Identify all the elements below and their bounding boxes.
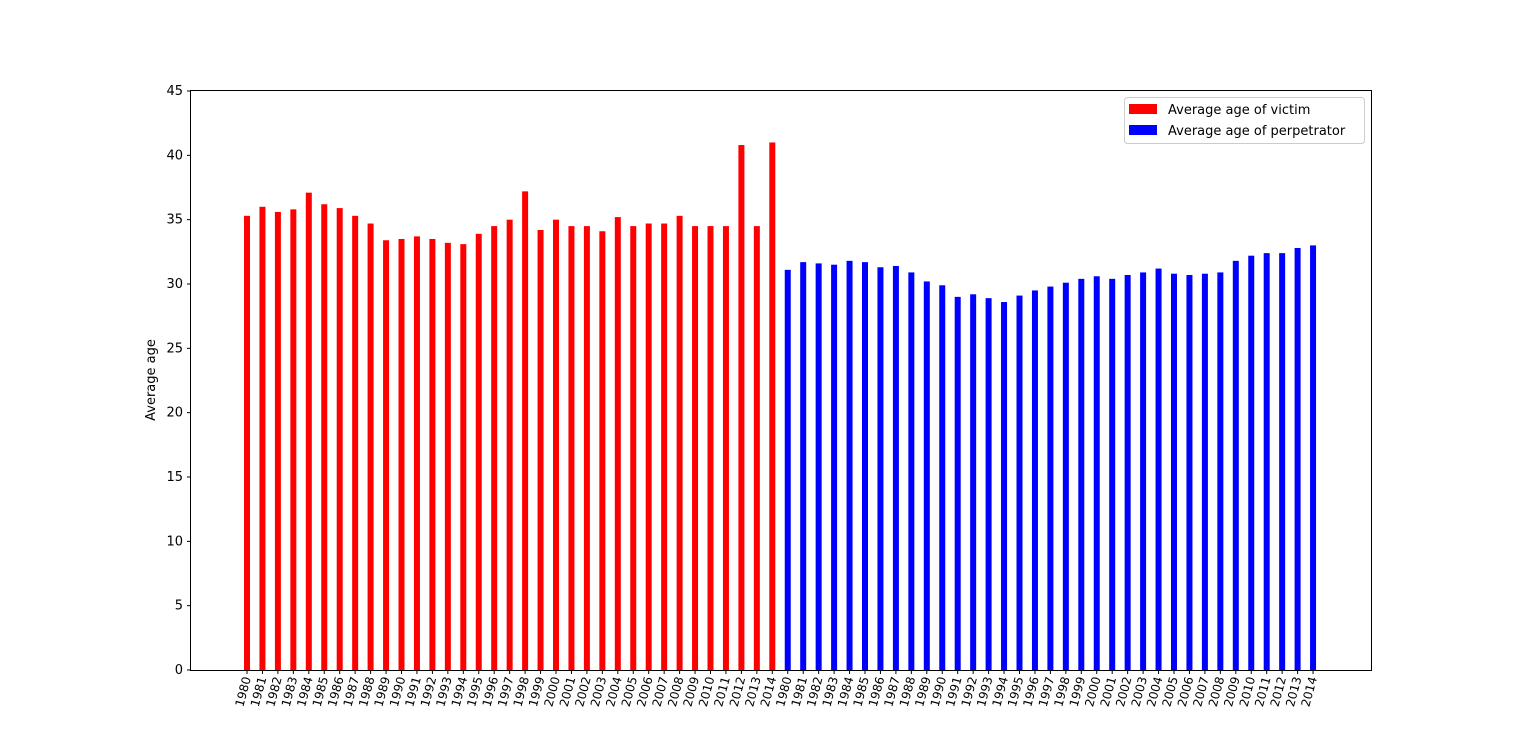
plot-frame <box>190 90 1372 671</box>
x-axis: 1980198119821983198419851986198719881989… <box>232 670 1320 708</box>
y-tick-label: 45 <box>166 84 183 99</box>
legend-swatch <box>1129 125 1157 135</box>
legend-label: Average age of perpetrator <box>1168 124 1346 139</box>
perpetrator-bar-2008 <box>1217 272 1224 670</box>
victim-bar-2008 <box>676 215 683 670</box>
perpetrator-bar-1998 <box>1062 282 1069 670</box>
perpetrator-bar-2004 <box>1155 268 1162 670</box>
perpetrator-bar-2011 <box>1263 253 1270 670</box>
victim-bar-1990 <box>398 238 405 670</box>
perpetrator-bar-1985 <box>862 262 868 670</box>
legend-swatch <box>1129 104 1157 114</box>
victim-bar-1982 <box>274 211 281 670</box>
perpetrator-bar-1993 <box>985 298 992 670</box>
victim-bar-2001 <box>568 226 575 670</box>
perpetrator-bar-1986 <box>877 267 884 670</box>
perpetrator-bar-1982 <box>815 263 822 670</box>
victim-bar-1980 <box>244 215 250 670</box>
victim-bar-1981 <box>259 206 266 671</box>
y-tick-label: 10 <box>166 534 183 549</box>
perpetrator-bar-1989 <box>923 281 930 670</box>
perpetrator-bar-1999 <box>1078 278 1085 670</box>
legend-box <box>1124 97 1365 144</box>
perpetrator-bar-1987 <box>892 265 899 670</box>
perpetrator-bar-1995 <box>1016 295 1023 670</box>
y-tick-label: 40 <box>166 148 183 163</box>
victim-bar-2000 <box>553 219 559 671</box>
perpetrator-bar-1984 <box>846 260 853 670</box>
y-axis: 0 5 10 15 20 25 30 35 40 45 <box>166 84 191 678</box>
victim-bar-2002 <box>583 226 590 670</box>
victim-bar-1998 <box>522 191 529 671</box>
victim-bar-1987 <box>352 215 359 670</box>
perpetrator-bar-2013 <box>1294 247 1301 670</box>
perpetrator-bar-2005 <box>1171 273 1177 670</box>
perpetrator-bar-1988 <box>908 272 915 670</box>
victim-bar-1991 <box>413 236 420 670</box>
victim-bar-1986 <box>336 208 343 670</box>
victim-bar-2004 <box>614 217 621 670</box>
perpetrator-bar-2014 <box>1310 245 1317 670</box>
victim-bar-1996 <box>491 226 498 670</box>
victim-bar-2013 <box>753 226 760 670</box>
victim-bar-1988 <box>367 223 374 670</box>
perpetrator-bar-1981 <box>800 262 807 670</box>
y-tick-label: 0 <box>175 663 183 678</box>
victim-bar-1992 <box>429 238 436 670</box>
y-axis-label: Average age <box>144 339 159 421</box>
victim-bar-2010 <box>707 226 714 670</box>
y-tick-label: 20 <box>166 406 183 421</box>
y-tick-label: 35 <box>166 213 183 228</box>
victim-bar-2011 <box>722 226 729 670</box>
legend: Average age of victim Average age of perp… <box>1124 97 1365 144</box>
perpetrator-bar-1992 <box>970 294 977 670</box>
victim-bar-1997 <box>506 219 513 671</box>
victim-bar-1995 <box>475 233 482 670</box>
perpetrator-bar-2009 <box>1232 260 1239 670</box>
perpetrator-bar-2006 <box>1186 274 1193 670</box>
y-tick-label: 25 <box>166 341 183 356</box>
y-tick-label: 15 <box>166 470 183 485</box>
perpetrator-bar-2007 <box>1201 273 1208 670</box>
victim-bar-2003 <box>599 231 606 670</box>
victim-bar-1983 <box>290 209 297 670</box>
victim-bar-2006 <box>645 223 652 670</box>
perpetrator-bar-2002 <box>1124 274 1131 670</box>
victim-bar-2009 <box>692 226 699 670</box>
y-tick-label: 30 <box>166 277 183 292</box>
perpetrator-bar-1991 <box>954 296 961 670</box>
perpetrator-bar-2000 <box>1093 276 1100 670</box>
perpetrator-bar-2010 <box>1248 255 1255 670</box>
victim-bar-2014 <box>769 142 776 671</box>
perpetrator-bar-2003 <box>1140 272 1147 670</box>
victim-bar-1989 <box>383 240 390 670</box>
perpetrator-bar-2001 <box>1109 278 1116 670</box>
victim-bar-2007 <box>661 223 668 670</box>
victim-bar-1999 <box>537 229 544 670</box>
perpetrator-bar-1996 <box>1031 290 1038 670</box>
perpetrator-bar-2012 <box>1279 253 1286 670</box>
victim-bar-1993 <box>444 242 451 670</box>
victim-bar-2012 <box>738 145 745 671</box>
perpetrator-bar-1994 <box>1001 302 1008 670</box>
perpetrator-bar-1997 <box>1047 286 1054 670</box>
perpetrator-bar-1980 <box>784 269 791 670</box>
victim-bar-1994 <box>460 244 467 671</box>
bars-group <box>244 142 1317 671</box>
victim-bar-1984 <box>305 192 312 670</box>
perpetrator-bar-1990 <box>939 285 946 670</box>
legend-label: Average age of victim <box>1168 103 1310 118</box>
victim-bar-2005 <box>630 226 637 670</box>
victim-bar-1985 <box>321 204 328 671</box>
y-tick-label: 5 <box>175 599 183 614</box>
perpetrator-bar-1983 <box>831 264 838 670</box>
